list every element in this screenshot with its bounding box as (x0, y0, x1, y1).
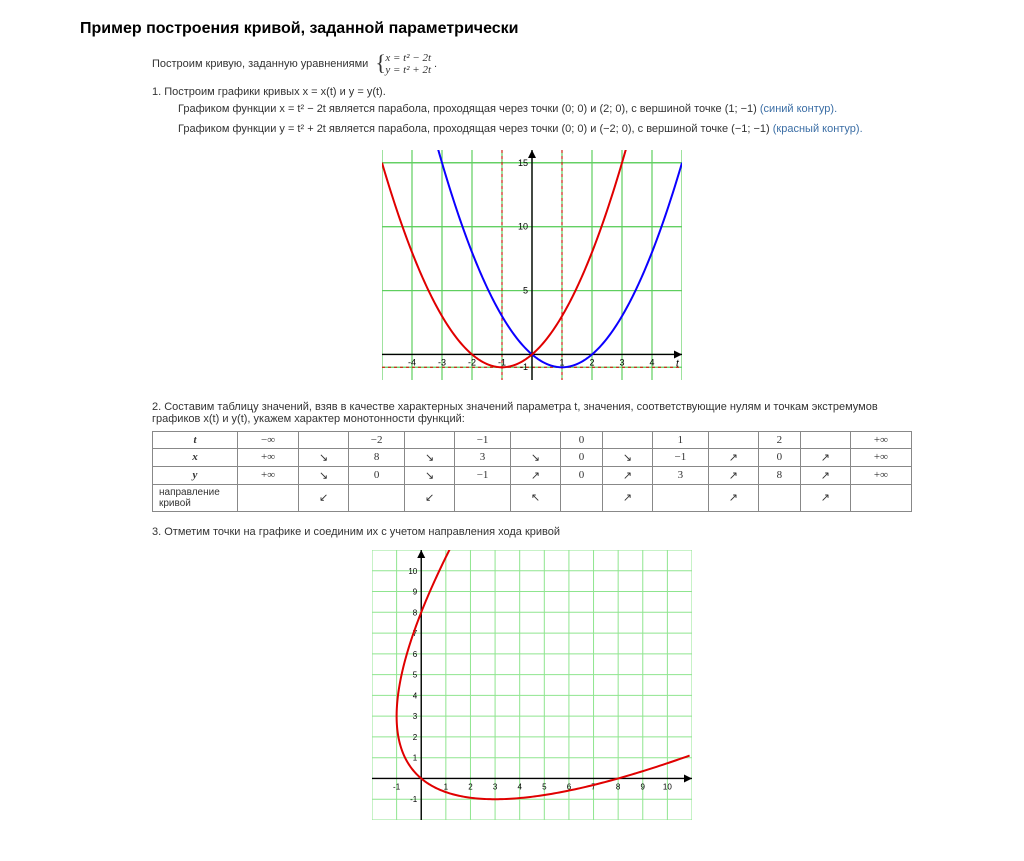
svg-text:-1: -1 (520, 362, 528, 372)
eq1: x = t² − 2t (385, 52, 431, 64)
svg-text:6: 6 (413, 650, 418, 659)
svg-text:5: 5 (413, 670, 418, 679)
svg-text:3: 3 (413, 712, 418, 721)
content-block: Построим кривую, заданную уравнениями x … (80, 52, 912, 823)
svg-text:-1: -1 (410, 795, 418, 804)
svg-text:-1: -1 (393, 782, 401, 791)
svg-text:10: 10 (663, 782, 672, 791)
svg-text:2: 2 (589, 357, 594, 367)
parabolas-chart: -4-3-2-1123451015-1t (382, 150, 682, 380)
step1-lead: 1. Построим графики кривых x = x(t) и y … (152, 86, 912, 98)
svg-text:1: 1 (413, 754, 418, 763)
equation-system: x = t² − 2t y = t² + 2t (375, 52, 431, 76)
svg-text:3: 3 (493, 782, 498, 791)
svg-text:-2: -2 (468, 357, 476, 367)
chart2-wrap: -1-11122334455667788991010 (152, 550, 912, 823)
svg-text:10: 10 (518, 222, 528, 232)
svg-text:-4: -4 (408, 357, 416, 367)
step3-lead: 3. Отметим точки на графике и соединим и… (152, 526, 912, 538)
svg-text:10: 10 (408, 567, 417, 576)
svg-text:4: 4 (649, 357, 654, 367)
svg-text:4: 4 (413, 691, 418, 700)
svg-text:-3: -3 (438, 357, 446, 367)
svg-text:9: 9 (641, 782, 646, 791)
step1-p1a: Графиком функции x = t² − 2t является па… (178, 103, 760, 115)
svg-text:15: 15 (518, 158, 528, 168)
svg-text:2: 2 (468, 782, 473, 791)
svg-text:1: 1 (444, 782, 449, 791)
value-table: t−∞−2−1012+∞x+∞↘8↘3↘0↘−1↗0↗+∞y+∞↘0↘−1↗0↗… (152, 431, 912, 512)
svg-text:9: 9 (413, 587, 418, 596)
svg-text:2: 2 (413, 733, 418, 742)
step1-p2-link: (красный контур). (773, 123, 863, 135)
intro-line: Построим кривую, заданную уравнениями x … (152, 52, 912, 76)
step2-lead: 2. Составим таблицу значений, взяв в кач… (152, 401, 912, 425)
svg-text:8: 8 (413, 608, 418, 617)
svg-text:4: 4 (517, 782, 522, 791)
intro-text: Построим кривую, заданную уравнениями (152, 58, 368, 70)
parametric-curve-chart: -1-11122334455667788991010 (372, 550, 692, 820)
svg-text:1: 1 (559, 357, 564, 367)
page-title: Пример построения кривой, заданной парам… (80, 20, 944, 38)
svg-text:8: 8 (616, 782, 621, 791)
svg-text:-1: -1 (498, 357, 506, 367)
svg-text:3: 3 (619, 357, 624, 367)
step1-p2: Графиком функции y = t² + 2t является па… (152, 122, 912, 138)
chart1-wrap: -4-3-2-1123451015-1t (152, 150, 912, 383)
svg-text:5: 5 (523, 285, 528, 295)
svg-text:5: 5 (542, 782, 547, 791)
step1-p1-link: (синий контур). (760, 103, 837, 115)
eq2: y = t² + 2t (385, 64, 431, 76)
step1-p1: Графиком функции x = t² − 2t является па… (152, 102, 912, 118)
step1-p2a: Графиком функции y = t² + 2t является па… (178, 123, 773, 135)
